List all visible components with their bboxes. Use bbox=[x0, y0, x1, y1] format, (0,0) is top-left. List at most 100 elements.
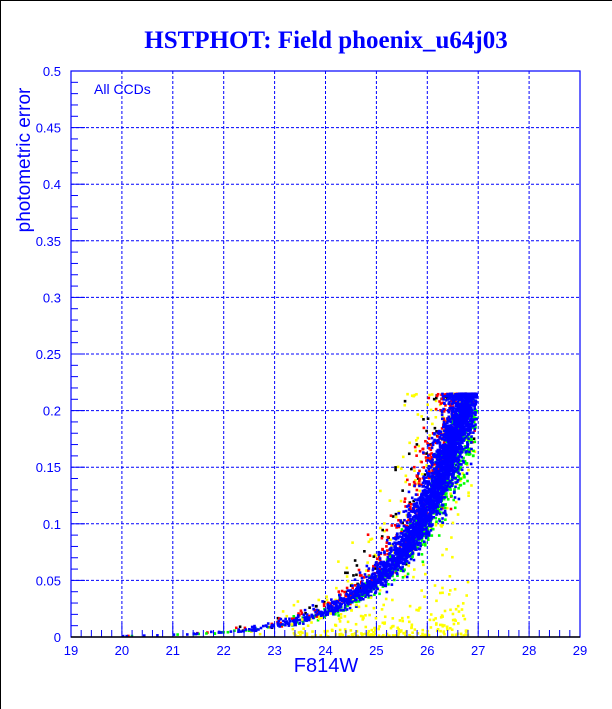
red-point bbox=[409, 502, 413, 506]
blue-point bbox=[412, 508, 416, 512]
green-point bbox=[415, 538, 418, 541]
blue-point bbox=[449, 426, 453, 430]
blue-point bbox=[404, 536, 408, 539]
red-point bbox=[424, 456, 428, 459]
blue-point bbox=[413, 544, 417, 547]
red-point bbox=[449, 507, 453, 511]
blue-point bbox=[465, 416, 469, 420]
blue-point bbox=[450, 467, 454, 471]
blue-point bbox=[440, 409, 444, 413]
blue-point bbox=[428, 506, 432, 510]
blue-point bbox=[412, 558, 416, 562]
blue-point bbox=[438, 452, 441, 456]
blue-point bbox=[427, 480, 430, 483]
blue-point bbox=[472, 418, 476, 421]
blue-point bbox=[442, 444, 445, 448]
green-point bbox=[459, 459, 462, 463]
blue-point bbox=[386, 572, 390, 576]
blue-point bbox=[324, 613, 327, 617]
yellow-low-point bbox=[398, 619, 402, 622]
blue-point bbox=[376, 567, 379, 571]
green-point bbox=[420, 539, 424, 543]
red-point bbox=[403, 497, 407, 500]
blue-point bbox=[460, 433, 463, 437]
blue-point bbox=[415, 527, 419, 531]
blue-point bbox=[442, 435, 445, 439]
yellow-point bbox=[404, 480, 407, 484]
blue-point bbox=[446, 472, 450, 475]
blue-point bbox=[253, 624, 256, 628]
blue-point bbox=[437, 429, 441, 433]
blue-point bbox=[282, 619, 285, 623]
blue-point bbox=[415, 509, 418, 513]
yellow-low-point bbox=[364, 632, 367, 636]
blue-point bbox=[394, 550, 398, 553]
yellow-low-point bbox=[439, 616, 443, 619]
blue-point bbox=[244, 628, 248, 631]
red-point bbox=[473, 429, 476, 432]
blue-point bbox=[345, 608, 349, 611]
blue-point bbox=[417, 529, 421, 533]
blue-point bbox=[463, 416, 467, 420]
black-point bbox=[432, 397, 436, 401]
yellow-point bbox=[399, 467, 403, 470]
blue-point bbox=[333, 610, 337, 613]
blue-point bbox=[433, 432, 436, 435]
blue-point bbox=[461, 405, 464, 408]
blue-point bbox=[405, 553, 409, 556]
blue-point bbox=[277, 622, 280, 626]
blue-point bbox=[405, 554, 408, 558]
blue-point bbox=[458, 419, 462, 422]
yellow-low-point bbox=[338, 620, 342, 623]
blue-point bbox=[347, 602, 350, 606]
blue-point bbox=[360, 584, 364, 587]
yellow-low-point bbox=[378, 625, 381, 628]
yellow-point bbox=[396, 465, 400, 469]
green-point bbox=[462, 436, 465, 439]
blue-point bbox=[429, 487, 433, 491]
green-point bbox=[459, 483, 463, 487]
blue-point bbox=[396, 572, 399, 576]
yellow-low-point bbox=[439, 629, 442, 633]
green-point bbox=[423, 534, 426, 538]
blue-point bbox=[460, 418, 464, 422]
blue-point bbox=[421, 517, 425, 520]
blue-point bbox=[387, 567, 391, 571]
yellow-low-point bbox=[441, 586, 444, 590]
blue-point bbox=[466, 443, 470, 446]
blue-point bbox=[464, 411, 468, 415]
yellow-point bbox=[367, 540, 371, 544]
green-point bbox=[410, 556, 414, 559]
black-point bbox=[355, 573, 358, 577]
red-point bbox=[422, 426, 426, 430]
blue-point bbox=[125, 634, 129, 638]
blue-point bbox=[450, 402, 454, 405]
blue-point bbox=[237, 630, 240, 634]
blue-point bbox=[229, 630, 233, 633]
blue-point bbox=[261, 624, 265, 628]
blue-point bbox=[471, 404, 475, 407]
blue-point bbox=[349, 589, 353, 592]
yellow-low-point bbox=[394, 634, 398, 637]
green-point bbox=[471, 454, 475, 458]
red-point bbox=[385, 528, 389, 532]
blue-point bbox=[410, 546, 414, 550]
yellow-point bbox=[452, 392, 456, 396]
blue-point bbox=[401, 565, 404, 569]
yellow-low-point bbox=[302, 627, 305, 630]
yellow-point bbox=[441, 553, 444, 557]
yellow-point bbox=[420, 415, 424, 418]
blue-point bbox=[443, 479, 446, 482]
blue-point bbox=[419, 518, 422, 522]
yellow-point bbox=[414, 479, 417, 482]
black-point bbox=[304, 612, 307, 615]
blue-point bbox=[326, 603, 330, 606]
blue-point bbox=[446, 446, 450, 449]
red-point bbox=[435, 394, 439, 398]
blue-point bbox=[194, 632, 198, 636]
blue-point bbox=[443, 402, 446, 405]
red-point bbox=[408, 483, 411, 486]
blue-point bbox=[420, 494, 423, 498]
blue-point bbox=[367, 594, 371, 598]
blue-point bbox=[452, 444, 455, 448]
